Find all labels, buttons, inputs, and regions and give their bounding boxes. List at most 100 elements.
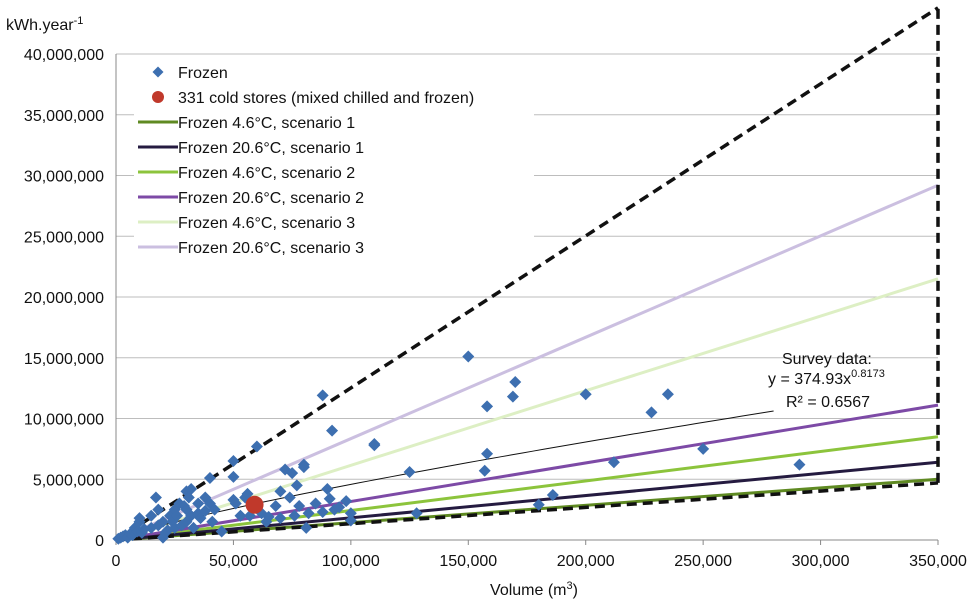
frozen-point xyxy=(368,439,381,452)
frozen-point xyxy=(309,497,322,510)
frozen-point xyxy=(250,440,263,453)
frozen-point xyxy=(293,499,306,512)
trend-line xyxy=(118,410,774,540)
legend-label: Frozen 20.6°C, scenario 3 xyxy=(178,240,364,257)
x-tick-label: 100,000 xyxy=(322,553,380,570)
legend-label: Frozen 20.6°C, scenario 2 xyxy=(178,190,364,207)
frozen-point xyxy=(206,515,219,528)
legend-label: Frozen 4.6°C, scenario 1 xyxy=(178,115,355,132)
frozen-point xyxy=(326,424,339,437)
frozen-point xyxy=(506,390,519,403)
x-tick-label: 200,000 xyxy=(557,553,615,570)
frozen-point xyxy=(149,491,162,504)
frozen-point xyxy=(321,482,334,495)
frozen-point xyxy=(344,507,357,520)
frozen-point xyxy=(152,503,165,516)
frozen-point xyxy=(340,495,353,508)
legend-label: Frozen 20.6°C, scenario 1 xyxy=(178,140,364,157)
x-tick-labels: 0 50,000 100,000 150,000 200,000 250,000 300,0… xyxy=(112,553,967,570)
y-tick-label: 40,000,000 xyxy=(24,47,104,64)
cold-stores-point xyxy=(245,495,264,514)
frozen-point xyxy=(403,465,416,478)
frozen-point xyxy=(269,499,282,512)
series-line xyxy=(115,183,939,542)
frozen-point xyxy=(283,491,296,504)
y-tick-label: 0 xyxy=(95,533,104,550)
legend-label: Frozen xyxy=(178,65,228,82)
x-tick-label: 50,000 xyxy=(209,553,258,570)
frozen-point xyxy=(697,442,710,455)
frozen-point xyxy=(156,515,169,528)
frozen-point xyxy=(187,521,200,534)
frozen-point xyxy=(300,521,313,534)
axes xyxy=(115,54,938,541)
envelope-lower-line xyxy=(115,481,939,542)
frozen-point xyxy=(333,501,346,514)
y-tick-label: 15,000,000 xyxy=(24,351,104,368)
legend-label: Frozen 4.6°C, scenario 3 xyxy=(178,215,355,232)
frozen-point xyxy=(145,509,158,522)
y-tick-label: 20,000,000 xyxy=(24,290,104,307)
legend-marker-cold-stores xyxy=(152,91,164,103)
y-tick-label: 35,000,000 xyxy=(24,108,104,125)
frozen-point xyxy=(286,467,299,480)
frozen-point xyxy=(133,512,146,525)
x-axis-label-exponent: 3 xyxy=(567,580,573,592)
frozen-point xyxy=(203,472,216,485)
x-tick-label: 350,000 xyxy=(909,553,967,570)
frozen-point xyxy=(316,389,329,402)
frozen-point xyxy=(462,350,475,363)
survey-annotation: Survey data: y = 374.93x0.8173 R² = 0.65… xyxy=(768,351,885,411)
x-tick-label: 250,000 xyxy=(674,553,732,570)
frozen-point xyxy=(290,479,303,492)
frozen-point xyxy=(215,525,228,538)
frozen-point xyxy=(579,388,592,401)
series-line xyxy=(115,435,939,542)
envelope-lines xyxy=(115,6,940,542)
legend-label: 331 cold stores (mixed chilled and froze… xyxy=(178,90,474,107)
frozen-point xyxy=(481,447,494,460)
frozen-point xyxy=(532,498,545,511)
x-axis-label: Volume (m3) xyxy=(490,580,578,599)
x-tick-label: 300,000 xyxy=(792,553,850,570)
frozen-point xyxy=(316,506,329,519)
envelope-upper-line xyxy=(115,6,939,542)
frozen-point xyxy=(274,485,287,498)
frozen-point xyxy=(171,509,184,522)
annotation-exponent: 0.8173 xyxy=(851,368,885,380)
frozen-point xyxy=(481,400,494,413)
frozen-point xyxy=(661,388,674,401)
frozen-point xyxy=(344,514,357,527)
y-axis-unit-label: kWh.year-1 xyxy=(6,15,83,34)
annotation-line-3: R² = 0.6567 xyxy=(786,394,870,411)
frozen-point xyxy=(208,503,221,516)
legend-background xyxy=(134,58,534,264)
frozen-point xyxy=(227,470,240,483)
y-tick-label: 10,000,000 xyxy=(24,412,104,429)
frozen-point xyxy=(302,507,315,520)
frozen-point xyxy=(262,510,275,523)
legend-label: Frozen 4.6°C, scenario 2 xyxy=(178,165,355,182)
frozen-point xyxy=(410,507,423,520)
x-tick-label: 150,000 xyxy=(439,553,497,570)
scatter-points xyxy=(112,350,806,545)
frozen-point xyxy=(546,489,559,502)
frozen-point xyxy=(234,509,247,522)
y-tick-label: 5,000,000 xyxy=(33,472,104,489)
frozen-point xyxy=(509,376,522,389)
annotation-line-1: Survey data: xyxy=(782,351,872,368)
y-axis-unit-exponent: -1 xyxy=(74,15,84,27)
frozen-point xyxy=(274,512,287,525)
trend-line-group xyxy=(118,410,774,540)
frozen-point xyxy=(227,455,240,468)
frozen-point xyxy=(323,492,336,505)
frozen-point xyxy=(288,509,301,522)
legend-marker-frozen xyxy=(152,66,164,78)
frozen-point xyxy=(793,458,806,471)
y-tick-labels: 0 5,000,000 10,000,000 15,000,000 20,000,000… xyxy=(24,47,104,550)
y-tick-label: 30,000,000 xyxy=(24,169,104,186)
frozen-point xyxy=(185,482,198,495)
series-line xyxy=(115,460,939,542)
frozen-point xyxy=(478,464,491,477)
